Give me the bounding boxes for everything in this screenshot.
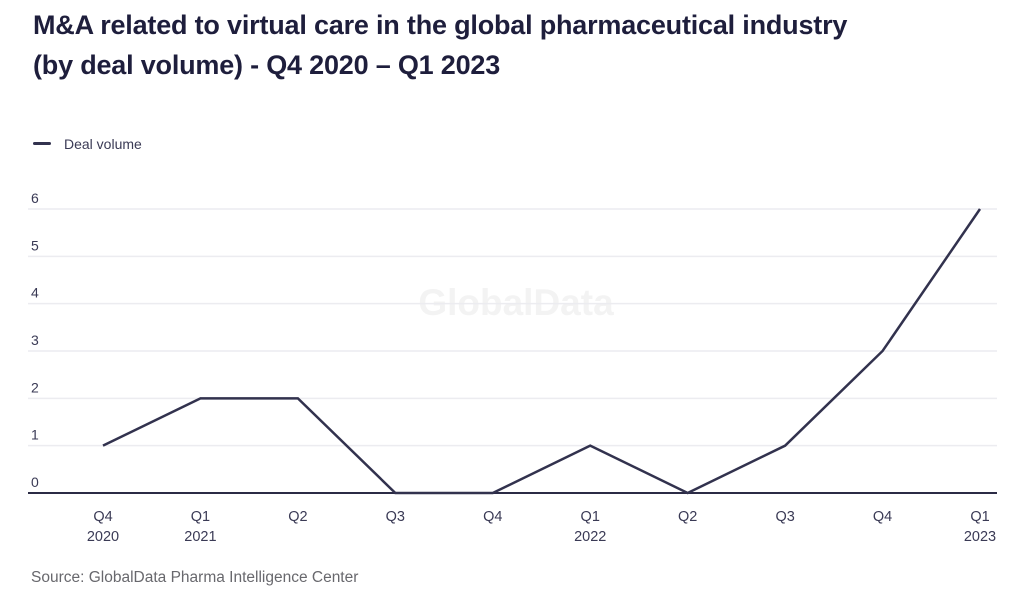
y-tick-label: 3 bbox=[31, 332, 39, 348]
chart-gridlines bbox=[28, 208, 997, 447]
x-tick-quarter-label: Q2 bbox=[678, 509, 697, 525]
source-note: Source: GlobalData Pharma Intelligence C… bbox=[31, 569, 359, 586]
x-tick-quarter-label: Q4 bbox=[93, 509, 112, 525]
deal-volume-line bbox=[102, 208, 982, 495]
y-tick-label: 2 bbox=[31, 379, 39, 395]
chart-area: GlobalData 0 1 2 3 4 5 6 Q4 2020 Q1 2021 Q2 Q3 Q4 Q1 2… bbox=[0, 185, 1024, 550]
legend: Deal volume bbox=[33, 135, 142, 152]
x-tick-quarter-label: Q3 bbox=[386, 509, 405, 525]
y-axis-labels: 0 1 2 3 4 5 6 bbox=[31, 190, 39, 490]
x-tick-quarter-label: Q1 bbox=[970, 509, 989, 525]
x-tick-quarter-label: Q2 bbox=[288, 509, 307, 525]
chart-title-line2: (by deal volume) - Q4 2020 – Q1 2023 bbox=[33, 50, 501, 80]
x-tick-quarter-label: Q1 bbox=[191, 509, 210, 525]
y-tick-label: 4 bbox=[31, 285, 39, 301]
chart-title-line1: M&A related to virtual care in the globa… bbox=[33, 10, 848, 40]
x-tick-quarter-label: Q4 bbox=[483, 509, 502, 525]
legend-line-swatch-icon bbox=[33, 142, 51, 145]
chart-title: M&A related to virtual care in the globa… bbox=[33, 5, 847, 85]
watermark-text: GlobalData bbox=[418, 282, 614, 323]
x-tick-quarter-label: Q1 bbox=[581, 509, 600, 525]
y-tick-label: 0 bbox=[31, 474, 39, 490]
x-tick-quarter-label: Q3 bbox=[775, 509, 794, 525]
y-tick-label: 5 bbox=[31, 237, 39, 253]
x-axis-labels: Q4 2020 Q1 2021 Q2 Q3 Q4 Q1 2022 Q2 Q3 Q4 Q1 2023 bbox=[87, 509, 996, 545]
deal-volume-chart: GlobalData 0 1 2 3 4 5 6 Q4 2020 Q1 2021 Q2 Q3 Q4 Q1 2… bbox=[28, 190, 997, 545]
x-tick-year-label: 2023 bbox=[964, 529, 996, 545]
y-tick-label: 1 bbox=[31, 427, 39, 443]
x-tick-quarter-label: Q4 bbox=[873, 509, 892, 525]
legend-label: Deal volume bbox=[64, 135, 142, 152]
x-tick-year-label: 2022 bbox=[574, 529, 606, 545]
y-tick-label: 6 bbox=[31, 190, 39, 206]
x-tick-year-label: 2021 bbox=[184, 529, 216, 545]
x-tick-year-label: 2020 bbox=[87, 529, 119, 545]
